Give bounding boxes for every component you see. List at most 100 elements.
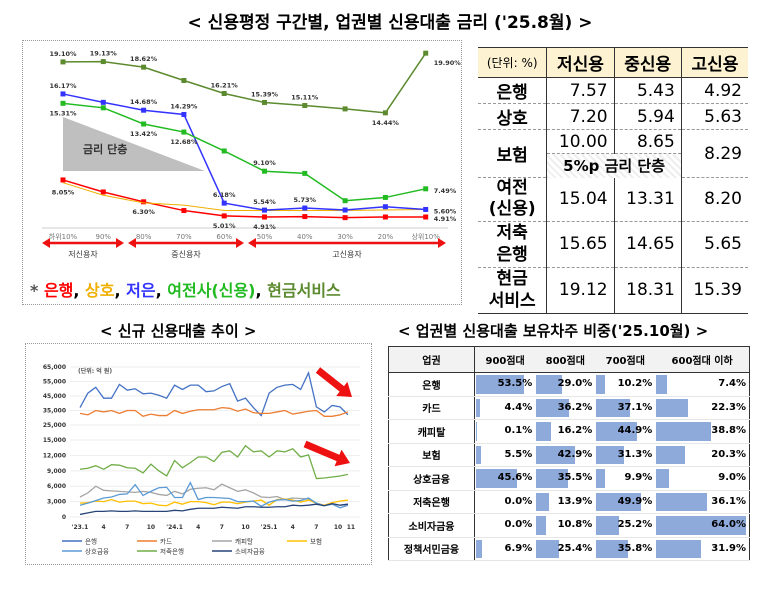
y-tick-label: 55,000 (43, 379, 66, 386)
unit-label: (단위: %) (478, 47, 548, 78)
x-tick-label: 10 (147, 524, 155, 531)
rate-chart-panel (22, 40, 462, 305)
share-cell: 20.3% (655, 443, 750, 467)
share-cell: 36.1% (655, 490, 750, 514)
share-value: 31.9% (711, 542, 746, 554)
x-tick-label: 10 (241, 524, 249, 531)
y-tick-label: 9,000 (47, 468, 66, 475)
data-label: 7.49% (434, 187, 457, 195)
data-point (141, 107, 147, 113)
share-bar (476, 398, 480, 417)
data-label: 5.73% (294, 196, 317, 204)
rate-gap-annotation: 금리 단층 (83, 142, 127, 156)
share-bar (596, 445, 625, 464)
share-cell: 13.9% (535, 490, 596, 514)
share-cell: 36.2% (535, 396, 596, 420)
data-point (382, 110, 388, 116)
share-cell: 44.9% (595, 419, 656, 444)
data-point (221, 200, 227, 206)
series-line-저은 (62, 93, 426, 211)
share-bar (596, 469, 606, 488)
legend-item: 저은 (126, 281, 156, 300)
share-value: 16.2% (557, 425, 593, 436)
legend-separator: , (114, 281, 127, 300)
share-cell: 7.4% (655, 372, 750, 397)
sector-name: 카드 (388, 396, 475, 420)
data-point (141, 121, 147, 127)
table-row: 카드 4.4% 36.2% 37.1% 22.3% (388, 396, 750, 420)
x-tick-label: 11 (347, 524, 355, 531)
y-tick-label: 0 (62, 514, 66, 521)
series-line-상호 (62, 182, 426, 212)
data-point (60, 100, 66, 106)
data-point (100, 59, 106, 65)
share-value: 38.8% (711, 425, 746, 436)
col-mid: 중신용 (614, 47, 682, 78)
row-bank: 은행 7.57 5.43 4.92 (478, 77, 748, 104)
header-3: 700점대 (595, 346, 656, 373)
sector-name: 상호금융 (388, 466, 475, 491)
share-cell: 29.0% (535, 372, 596, 397)
data-point (100, 99, 106, 105)
data-label: 19.90% (434, 59, 462, 67)
legend-label: 저축은행 (160, 547, 184, 556)
share-bar (656, 492, 708, 511)
y-tick-label: 25,000 (43, 422, 66, 429)
data-label: 4.91% (253, 223, 276, 231)
legend-label: 은행 (85, 537, 97, 546)
data-point (181, 77, 187, 83)
y-tick-label: 3,000 (47, 499, 66, 506)
group-arrow-head-right (236, 238, 244, 248)
data-point (382, 194, 388, 200)
x-tick-label: 7 (314, 524, 318, 531)
share-cell: 0.0% (474, 513, 536, 538)
share-value: 35.5% (557, 472, 593, 483)
x-tick-label: '25.1 (261, 524, 278, 531)
share-cell: 16.2% (535, 419, 596, 444)
share-cell: 42.9% (535, 443, 596, 467)
share-bar (476, 375, 525, 394)
data-point (181, 208, 187, 214)
data-label: 4.91% (434, 215, 457, 223)
table-row: 소비자금융 0.0% 10.8% 25.2% 64.0% (388, 513, 750, 538)
x-tick-label: 60% (216, 233, 232, 241)
share-bar (536, 422, 551, 441)
data-point (423, 206, 429, 212)
share-cell: 5.5% (474, 443, 536, 467)
share-cell: 10.2% (595, 372, 656, 397)
legend-item: 상호 (85, 281, 115, 300)
share-cell: 38.8% (655, 419, 750, 444)
data-point (60, 59, 66, 65)
share-value: 22.3% (711, 401, 746, 413)
share-value: 64.0% (711, 519, 746, 530)
share-cell: 45.6% (474, 466, 536, 491)
x-tick-label: 40% (297, 233, 313, 241)
share-cell: 64.0% (655, 513, 750, 538)
data-point (262, 214, 267, 220)
share-bar (476, 445, 481, 464)
share-cell: 10.8% (535, 513, 596, 538)
share-bar (536, 375, 563, 394)
table-row: 저축은행 0.0% 13.9% 49.9% 36.1% (388, 490, 750, 514)
share-value: 10.2% (617, 378, 653, 389)
data-point (302, 205, 308, 211)
x-tick-label: 하위10% (49, 232, 78, 241)
x-tick-label: 80% (136, 233, 152, 241)
data-point (221, 213, 227, 219)
data-point (342, 207, 348, 213)
legend-item: 은행 (43, 281, 74, 300)
share-bar (656, 516, 747, 535)
y-tick-label: 35,000 (43, 408, 66, 415)
share-cell: 37.1% (595, 396, 656, 420)
top-title: < 신용평정 구간별, 업권별 신용대출 금리 ('25.8월) > (187, 13, 593, 33)
data-point (141, 64, 147, 70)
x-tick-label: '23.1 (72, 524, 89, 531)
group-label: 중신용자 (171, 250, 201, 259)
sector-name: 캐피탈 (388, 419, 475, 444)
data-point (181, 129, 187, 135)
sector-name: 정책서민금융 (388, 537, 475, 561)
data-label: 13.42% (130, 130, 158, 138)
data-point (262, 207, 267, 213)
rate-table: (단위: %) 저신용 중신용 고신용 은행 7.57 5.43 4.92 상호 7.20 5.… (478, 47, 748, 314)
